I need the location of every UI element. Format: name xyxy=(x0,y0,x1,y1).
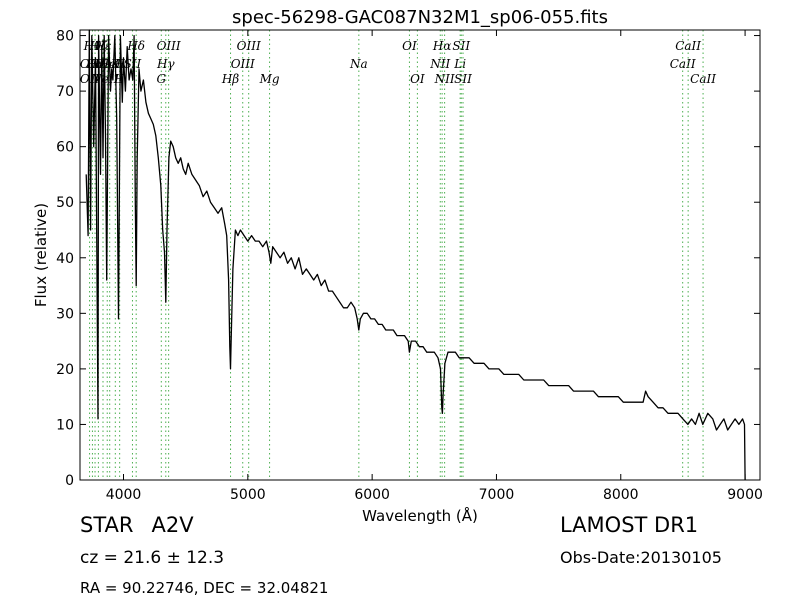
line-marker-label-12-0: Hγ xyxy=(156,57,175,71)
y-tick-label-6: 60 xyxy=(56,140,74,156)
object-subclass: A2V xyxy=(151,513,194,537)
line-marker-label-16-0: OIII xyxy=(237,39,261,53)
y-tick-label-8: 80 xyxy=(56,29,74,45)
x-tick-label-1: 5000 xyxy=(230,487,266,503)
ra-dec-coordinates: RA = 90.22746, DEC = 32.04821 xyxy=(80,579,329,597)
y-tick-label-3: 30 xyxy=(56,306,74,322)
line-marker-label-10-0: Hδ xyxy=(126,39,145,53)
line-marker-label-24-0: Li xyxy=(453,57,466,71)
chart-title: spec-56298-GAC087N32M1_sp06-055.fits xyxy=(232,7,608,28)
observation-date: Obs-Date:20130105 xyxy=(560,548,722,567)
survey-name: LAMOST DR1 xyxy=(560,513,699,537)
x-tick-label-3: 7000 xyxy=(479,487,515,503)
line-marker-label-23-0: NII xyxy=(434,72,455,86)
emission-line-markers: OIIOIIHθHηHζHζHεHεNeIIIHeIKHHSIIHδGHγOII… xyxy=(80,30,716,480)
x-tick-label-2: 6000 xyxy=(354,487,390,503)
x-tick-label-0: 4000 xyxy=(106,487,142,503)
y-axis-label: Flux (relative) xyxy=(32,203,50,307)
y-axis: 0 10 20 30 40 50 60 70 80 xyxy=(56,29,760,489)
line-marker-label-20-0: OI xyxy=(410,72,425,86)
line-marker-label-19-0: OI xyxy=(402,39,417,53)
line-marker-label-22-0: Hα xyxy=(432,39,452,53)
y-tick-label-2: 20 xyxy=(56,362,74,378)
x-tick-label-5: 9000 xyxy=(727,487,763,503)
x-axis-label: Wavelength (Å) xyxy=(362,506,478,525)
line-marker-label-14-0: Hβ xyxy=(221,72,239,86)
x-axis: 4000 5000 6000 7000 8000 9000 xyxy=(106,30,763,503)
y-tick-label-0: 0 xyxy=(65,473,74,489)
plot-frame xyxy=(79,29,761,481)
x-tick-label-4: 8000 xyxy=(603,487,639,503)
line-marker-label-29-0: CaII xyxy=(690,72,716,86)
line-marker-label-8-0: H xyxy=(113,57,125,71)
spectrum-line xyxy=(85,29,746,481)
line-marker-label-15-0: OIII xyxy=(231,57,255,71)
line-marker-label-27-0: CaII xyxy=(670,57,696,71)
y-tick-label-7: 70 xyxy=(56,84,74,100)
y-tick-label-5: 50 xyxy=(56,195,74,211)
line-marker-label-21-0: NII xyxy=(429,57,450,71)
spectrum-plot-area xyxy=(85,29,746,481)
line-marker-label-26-0: SII xyxy=(454,72,472,86)
object-class: STAR xyxy=(80,513,134,537)
line-marker-label-18-0: Na xyxy=(349,57,368,71)
y-tick-label-1: 10 xyxy=(56,417,74,433)
y-tick-label-4: 40 xyxy=(56,251,74,267)
object-classification: STAR A2V xyxy=(80,513,212,537)
redshift-cz: cz = 21.6 ± 12.3 xyxy=(80,548,225,568)
line-marker-label-11-0: G xyxy=(157,72,167,86)
line-marker-label-28-0: CaII xyxy=(675,39,701,53)
line-marker-label-13-0: OIII xyxy=(157,39,181,53)
line-marker-label-17-0: Mg xyxy=(259,72,280,86)
line-marker-label-25-0: SII xyxy=(452,39,470,53)
